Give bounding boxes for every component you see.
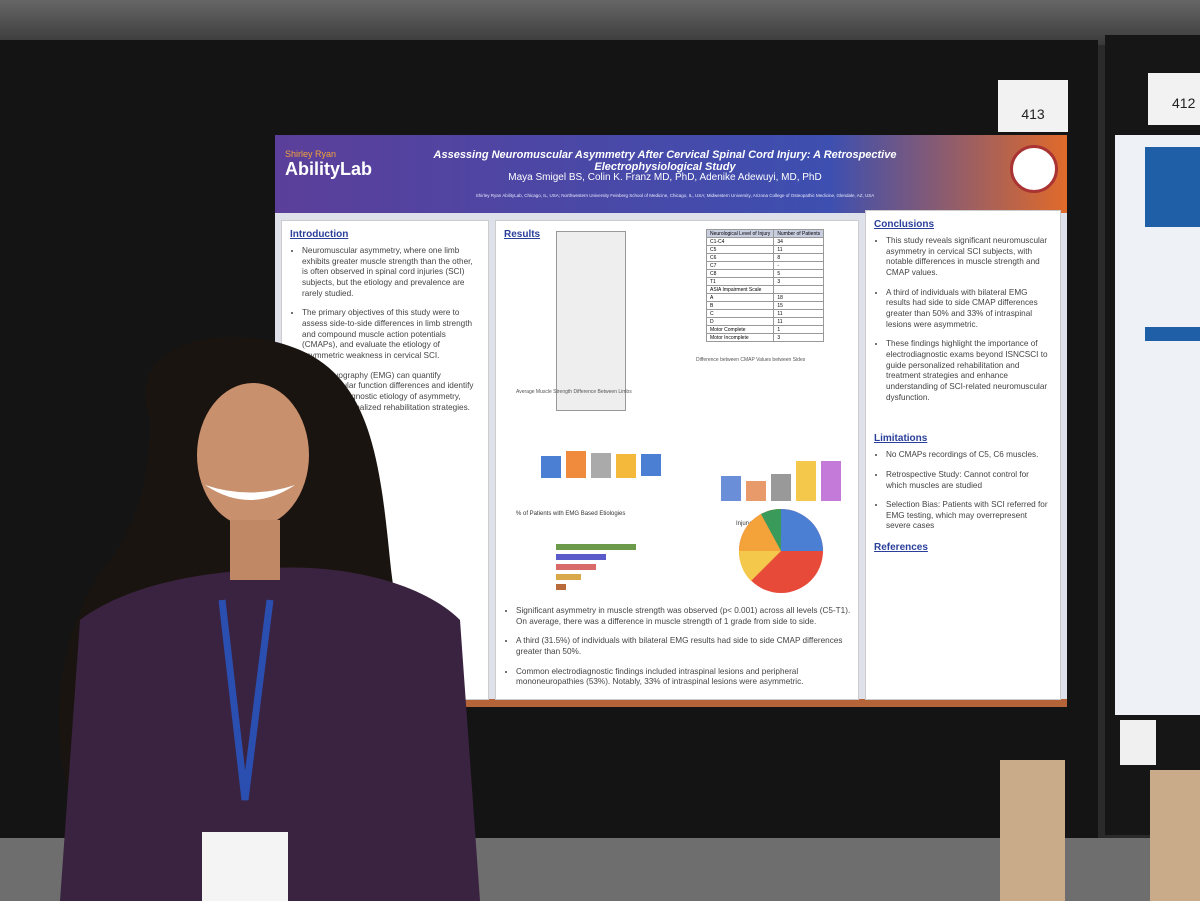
bullet: The primary objectives of this study wer… (302, 308, 480, 361)
bullet: Common electrodiagnostic findings includ… (516, 667, 854, 688)
bullet: Retrospective Study: Cannot control for … (886, 470, 1052, 491)
bullet-list: Neuromuscular asymmetry, where one limb … (290, 246, 480, 413)
section-heading: Conclusions (874, 219, 935, 230)
demographics-table (556, 231, 626, 411)
poster-header: Shirley Ryan AbilityLab Assessing Neurom… (275, 135, 1067, 213)
section-heading: Introduction (290, 229, 349, 240)
section-heading: Results (504, 229, 541, 240)
poster-authors: Maya Smigel BS, Colin K. Franz MD, PhD, … (508, 172, 822, 183)
ceiling (0, 0, 1200, 45)
bullet: No CMAPs recordings of C5, C6 muscles. (886, 450, 1052, 461)
bullet-list: Significant asymmetry in muscle strength… (504, 606, 854, 697)
chart-title: Difference between CMAP Values between S… (696, 357, 806, 363)
bullet: Electromyography (EMG) can quantify neur… (302, 371, 480, 414)
cmap-bars (721, 461, 841, 501)
pie (738, 508, 823, 593)
bullet-list: No CMAPs recordings of C5, C6 muscles. Re… (874, 450, 1052, 532)
poster-affiliation: Shirley Ryan AbilityLab, Chicago, IL, US… (475, 193, 875, 198)
section-heading: References (874, 542, 928, 554)
bullet: This study reveals significant neuromusc… (886, 236, 1052, 279)
conclusions: Conclusions This study reveals significa… (865, 210, 1061, 700)
seal (1010, 145, 1058, 193)
logo-text: Shirley Ryan (285, 149, 337, 159)
bullet: A third of individuals with bilateral EM… (886, 288, 1052, 331)
logo-text: AbilityLab (285, 159, 373, 179)
table-row: Motor Incomplete 3 (705, 333, 825, 342)
etiology-bars (556, 544, 636, 590)
bullet: A third (31.5%) of individuals with bila… (516, 636, 854, 657)
poster-title: Assessing Neuromuscular Asymmetry After … (433, 149, 897, 173)
chart-title: % of Patients with EMG Based Etiologies (516, 511, 626, 517)
board-number: 412 (1148, 73, 1200, 125)
chart-title: Average Muscle Strength Difference Betwe… (516, 389, 632, 395)
table-cell: Motor Incomplete (705, 333, 775, 342)
bullet: Neuromuscular asymmetry, where one limb … (302, 246, 480, 299)
board-number: 413 (998, 80, 1068, 132)
poster: Shirley Ryan AbilityLab Assessing Neurom… (275, 135, 1067, 707)
boxplot (541, 451, 661, 478)
neighbor-poster (1115, 135, 1200, 715)
bullet: Selection Bias: Patients with SCI referr… (886, 500, 1052, 532)
bullet: These findings highlight the importance … (886, 339, 1052, 403)
bullet-list: This study reveals significant neuromusc… (874, 236, 1052, 403)
chart-graphics (541, 451, 841, 593)
level-table: Neurological Level of Injury Number of Pa… (705, 229, 825, 342)
bullet: Significant asymmetry in muscle strength… (516, 606, 854, 627)
table-cell: 3 (773, 333, 825, 342)
results: Results Neurological Level of Injury Numb… (495, 220, 859, 700)
section-heading: Limitations (874, 433, 928, 445)
